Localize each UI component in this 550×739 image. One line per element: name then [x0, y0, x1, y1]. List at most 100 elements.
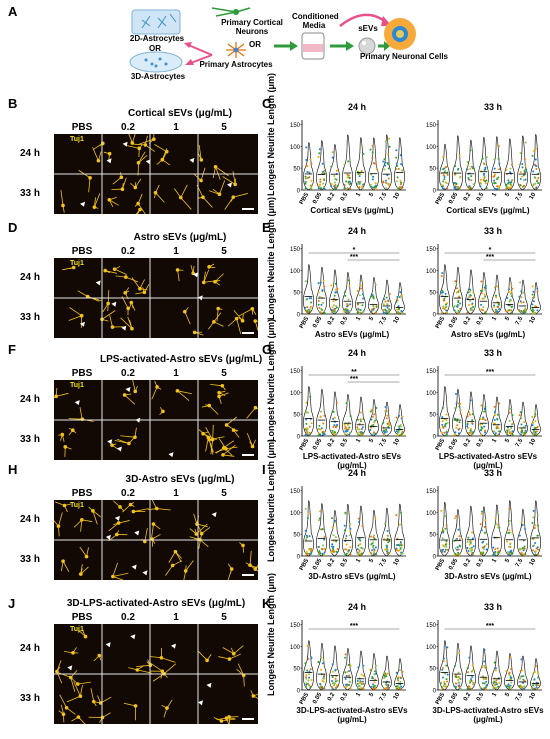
- data-point: [361, 145, 364, 148]
- data-point: [382, 311, 385, 314]
- data-point: [335, 305, 338, 308]
- data-point: [519, 171, 522, 174]
- neuron-cell: [153, 184, 165, 203]
- data-point: [345, 180, 348, 183]
- data-point: [305, 432, 308, 435]
- data-point: [537, 676, 540, 679]
- data-point: [310, 184, 313, 187]
- data-point: [531, 432, 534, 435]
- data-point: [479, 178, 482, 181]
- data-point: [480, 512, 483, 515]
- data-point: [310, 422, 313, 425]
- data-point: [518, 685, 521, 688]
- data-point: [468, 178, 471, 181]
- data-point: [506, 685, 509, 688]
- violin: [478, 393, 489, 437]
- data-point: [446, 680, 449, 683]
- data-point: [520, 417, 523, 420]
- data-point: [348, 279, 351, 282]
- neuron-cell: [88, 712, 111, 723]
- neuron-cell: [64, 647, 79, 655]
- data-point: [483, 417, 486, 420]
- violin: [478, 271, 489, 315]
- data-point: [360, 553, 363, 556]
- data-point: [360, 279, 363, 282]
- data-point: [469, 294, 472, 297]
- y-tick-label: 0: [433, 689, 437, 695]
- data-point: [484, 182, 487, 185]
- data-point: [343, 163, 346, 166]
- data-point: [523, 685, 526, 688]
- data-point: [521, 163, 524, 166]
- data-point: [343, 184, 346, 187]
- data-point: [471, 412, 474, 415]
- x-tick-label: 0.5: [340, 191, 350, 202]
- y-axis-title: Longest Neurite Length (μm): [266, 572, 276, 696]
- data-point: [372, 161, 375, 164]
- violin: [394, 404, 405, 437]
- data-point: [454, 431, 457, 434]
- data-point: [523, 680, 526, 683]
- data-point: [496, 523, 499, 526]
- data-point: [508, 411, 511, 414]
- data-point: [305, 677, 308, 680]
- data-point: [469, 541, 472, 544]
- data-point: [358, 175, 361, 178]
- data-point: [349, 415, 352, 418]
- y-tick-label: 50: [429, 291, 436, 297]
- data-point: [523, 687, 526, 690]
- neuron-cell: [152, 663, 176, 682]
- data-point: [458, 535, 461, 538]
- x-axis-title: Astro sEVs (μg/mL): [314, 330, 390, 339]
- violin: [368, 653, 379, 691]
- data-point: [375, 432, 378, 435]
- data-point: [483, 648, 486, 651]
- data-point: [508, 671, 511, 674]
- data-point: [348, 176, 351, 179]
- data-point: [361, 547, 364, 550]
- data-point: [469, 186, 472, 189]
- data-point: [508, 308, 511, 311]
- data-point: [521, 553, 524, 556]
- data-point: [360, 170, 363, 173]
- data-point: [531, 549, 534, 552]
- data-point: [480, 529, 483, 532]
- violin: [342, 271, 353, 315]
- data-point: [395, 180, 398, 183]
- media-tube-icon: [301, 32, 325, 60]
- micro-column-label: 1: [173, 612, 179, 623]
- data-point: [387, 534, 390, 537]
- neuron-cell: [253, 319, 258, 331]
- data-point: [508, 519, 511, 522]
- neuron-cell: [107, 196, 119, 208]
- data-point: [320, 656, 323, 659]
- data-point: [483, 660, 486, 663]
- data-point: [322, 182, 325, 185]
- x-axis-title: Astro sEVs (μg/mL): [450, 330, 526, 339]
- data-point: [492, 686, 495, 689]
- neuron-cell: [128, 665, 152, 674]
- data-point: [357, 418, 360, 421]
- neuron-cell: [92, 141, 105, 150]
- label-conditioned-media: Conditioned Media: [292, 12, 339, 30]
- data-point: [483, 407, 486, 410]
- data-point: [469, 429, 472, 432]
- y-tick-label: 0: [297, 435, 301, 441]
- neuron-cell: [173, 184, 192, 210]
- micro-column-label: 0.2: [121, 612, 135, 623]
- data-point: [456, 303, 459, 306]
- neuron-cell: [115, 275, 139, 283]
- micro-column-label: 0.2: [121, 488, 135, 499]
- data-point: [370, 173, 373, 176]
- data-point: [343, 524, 346, 527]
- data-point: [455, 291, 458, 294]
- time-label: 33 h: [20, 693, 41, 704]
- data-point: [472, 183, 475, 186]
- y-tick-label: 100: [290, 269, 301, 275]
- data-point: [388, 687, 391, 690]
- data-point: [457, 432, 460, 435]
- x-tick-label: 10: [393, 191, 402, 200]
- data-point: [383, 431, 386, 434]
- neuron-cell: [147, 500, 171, 511]
